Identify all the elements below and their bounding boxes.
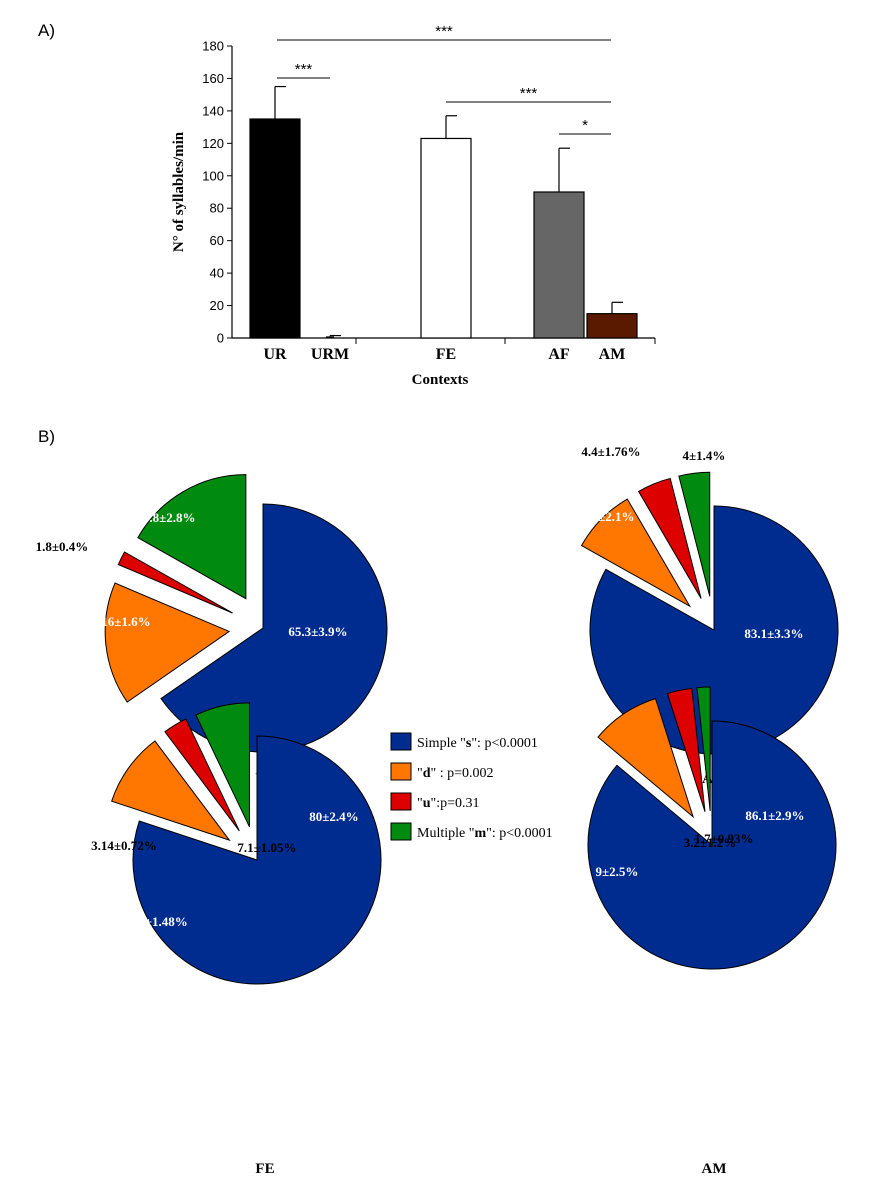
legend-label-s: Simple "s": p<0.0001	[417, 736, 538, 751]
legend-item-d: "d" : p=0.002	[390, 762, 494, 781]
pie-af-slice-u	[637, 477, 702, 599]
legend: Simple "s": p<0.0001 "d" : p=0.002 "u":p=0…	[390, 732, 553, 841]
pie-am-slice-u	[666, 687, 706, 812]
significance-label: ***	[295, 61, 313, 78]
significance-label: *	[582, 117, 588, 134]
category-label-af: AF	[548, 346, 570, 363]
pie-am: 86.1±2.9% 9±2.5% 3.2±1.2%1.7±0.93% AM	[587, 686, 837, 1177]
category-label-fe: FE	[436, 346, 456, 363]
y-tick-label: 40	[210, 266, 224, 281]
y-tick-label: 0	[217, 331, 224, 346]
category-label-urm: URM	[311, 346, 349, 363]
pie-am-slice-s	[587, 720, 837, 970]
pie-af-slice-s	[589, 505, 839, 755]
category-label-ur: UR	[263, 346, 287, 363]
pie-am-title: AM	[702, 1161, 727, 1177]
y-tick-label: 160	[202, 71, 224, 86]
pie-af-label-u: 4.4±1.76%	[581, 444, 640, 459]
significance-label: ***	[435, 23, 453, 40]
legend-swatch-m	[390, 822, 412, 841]
pie-fe-title: FE	[255, 1161, 274, 1177]
bar-am	[586, 313, 638, 339]
pie-am-slice-m	[696, 686, 711, 812]
pie-af: 83.1±3.3%8.46±2.1%4.4±1.76%4±1.4%AF	[575, 444, 839, 787]
pie-am-label-u: 3.2±1.2%	[684, 835, 737, 850]
pie-ur-label-m: 16.8±2.8%	[136, 510, 195, 525]
pie-charts: 65.3±3.9%16±1.6%1.8±0.4%16.8±2.8%UR83.1±…	[36, 444, 839, 1177]
y-tick-label: 120	[202, 136, 224, 151]
y-tick-label: 140	[202, 103, 224, 118]
panel-b-label: B)	[38, 427, 55, 446]
pie-fe-label-s: 80±2.4%	[309, 809, 358, 824]
pie-ur-label-u: 1.8±0.4%	[36, 539, 89, 554]
pie-ur-slice-d	[104, 582, 231, 703]
legend-label-d: "d" : p=0.002	[417, 766, 494, 781]
legend-item-s: Simple "s": p<0.0001	[390, 732, 538, 751]
pie-ur-slice-m	[137, 474, 247, 600]
pie-fe-label-d: 9.65±1.48%	[122, 914, 188, 929]
pie-af-label-s: 83.1±3.3%	[744, 626, 803, 641]
pie-fe: 80±2.4% 9.65±1.48% 3.14±0.72% 7.1±1.05% FE	[91, 702, 382, 1177]
pie-fe-label-u: 3.14±0.72%	[91, 838, 157, 853]
pie-am-label-m: 1.7±0.93%	[694, 831, 753, 846]
pie-af-label-d: 8.46±2.1%	[575, 509, 634, 524]
bar-ur	[249, 118, 301, 339]
pie-ur: 65.3±3.9%16±1.6%1.8±0.4%16.8±2.8%UR	[36, 474, 388, 787]
pie-ur-label-d: 16±1.6%	[101, 614, 150, 629]
pie-ur-label-s: 65.3±3.9%	[288, 624, 347, 639]
pie-fe-slice-u	[164, 718, 240, 832]
legend-swatch-d	[390, 762, 412, 781]
pie-fe-slice-d	[111, 740, 231, 842]
panel-a-label: A)	[38, 21, 55, 40]
pie-am-label-d: 9±2.5%	[596, 864, 639, 879]
pie-af-slice-d	[580, 498, 692, 608]
y-tick-label: 20	[210, 298, 224, 313]
bar-fe	[420, 137, 472, 339]
y-tick-label: 100	[202, 168, 224, 183]
legend-swatch-u	[390, 792, 412, 811]
pie-af-label-m: 4±1.4%	[683, 448, 726, 463]
y-tick-label: 180	[202, 39, 224, 54]
pie-ur-slice-u	[117, 551, 233, 614]
legend-label-u: "u":p=0.31	[417, 796, 480, 811]
y-tick-label: 80	[210, 201, 224, 216]
pie-am-label-s: 86.1±2.9%	[745, 808, 804, 823]
x-axis-title: Contexts	[412, 372, 469, 388]
pie-fe-label-m: 7.1±1.05%	[237, 840, 296, 855]
bar-af	[533, 191, 585, 339]
y-axis-title: N° of syllables/min	[171, 131, 187, 252]
pie-af-slice-m	[678, 471, 711, 597]
legend-label-m: Multiple "m": p<0.0001	[417, 826, 553, 841]
bar-urm	[326, 336, 334, 338]
legend-swatch-s	[390, 732, 412, 751]
significance-label: ***	[520, 85, 538, 102]
pie-am-slice-d	[597, 697, 695, 819]
bar-chart: 0 20 40 60 80 100 120 140 160 180 N° of syllables/…	[171, 23, 656, 388]
y-tick-label: 60	[210, 233, 224, 248]
pie-fe-slice-m	[195, 702, 250, 828]
legend-item-m: Multiple "m": p<0.0001	[390, 822, 553, 841]
category-label-am: AM	[599, 346, 626, 363]
pie-fe-slice-s	[132, 735, 382, 985]
legend-item-u: "u":p=0.31	[390, 792, 480, 811]
